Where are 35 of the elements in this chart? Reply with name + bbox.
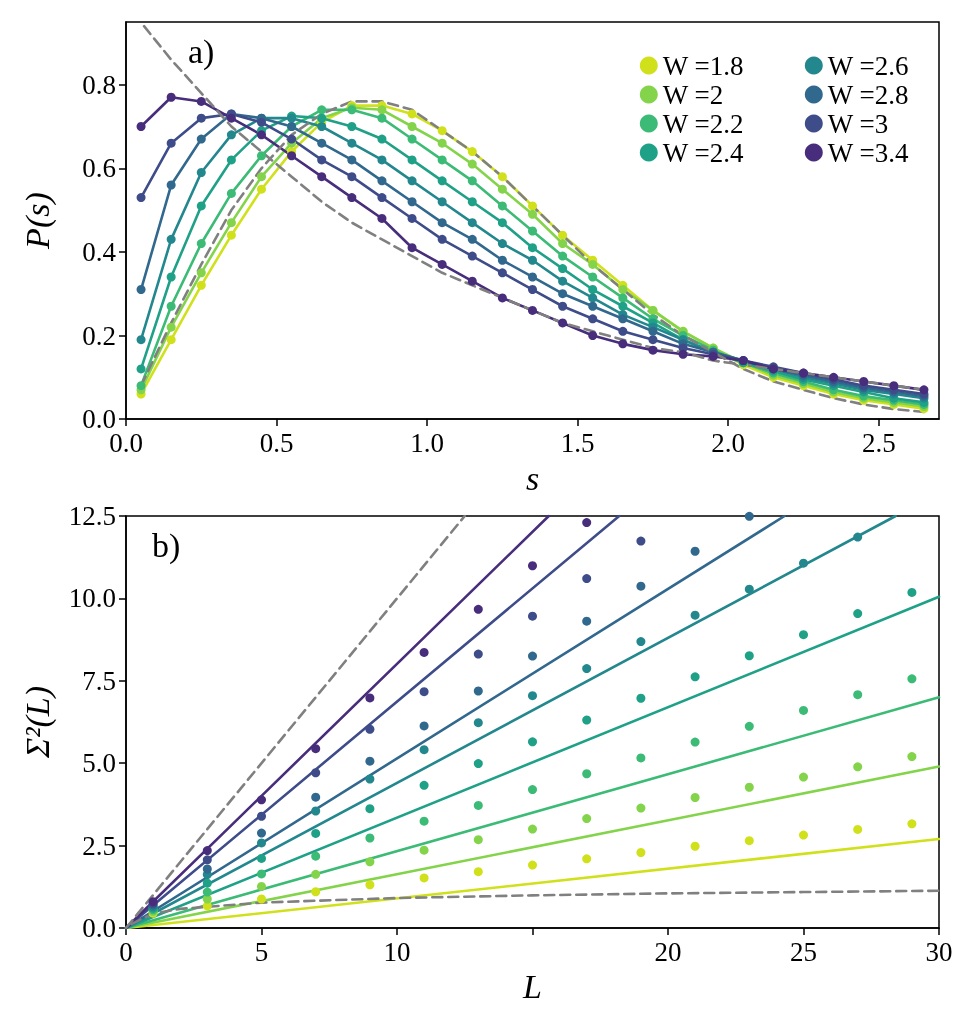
x-tick-label: 25 [790, 936, 817, 967]
y-tick-label: 2.5 [82, 830, 116, 861]
y-tick-label: 12.5 [68, 501, 116, 531]
y-tick-label: 0.2 [82, 320, 116, 351]
x-tick-label: 5 [254, 936, 269, 967]
x-tick-label: 30 [925, 936, 953, 967]
x-tick-label: 1.0 [410, 427, 444, 458]
legend-label: W =2 [662, 79, 724, 110]
x-axis-title: s [525, 459, 540, 497]
legend-label: W =2.8 [827, 79, 909, 110]
annotation: a) [188, 32, 215, 71]
legend-label: W =2.4 [662, 137, 745, 168]
legend-label: W =2.6 [827, 50, 909, 81]
x-axis-title: L [522, 968, 542, 1006]
x-tick-label: 2.0 [711, 427, 746, 458]
annotation: b) [152, 526, 181, 565]
y-tick-label: 0.0 [82, 913, 116, 943]
legend-label: W =2.2 [662, 108, 744, 139]
y-tick-label: 7.5 [82, 665, 116, 696]
y-tick-label: 5.0 [82, 748, 116, 779]
x-tick-label: 2.5 [861, 427, 896, 458]
y-tick-label: 10.0 [68, 583, 116, 614]
x-tick-label: 10 [383, 936, 411, 967]
y-tick-label: 0.4 [82, 236, 117, 267]
legend-label: W =1.8 [662, 50, 744, 81]
legend-label: W =3.4 [827, 137, 910, 168]
y-tick-label: 0.8 [82, 69, 116, 100]
y-axis-title: Σ²(L) [18, 686, 57, 759]
x-tick-label: 0 [119, 936, 133, 967]
x-tick-label: 0.5 [259, 427, 294, 458]
x-tick-label: 1.5 [560, 427, 595, 458]
legend-label: W =3 [827, 108, 889, 139]
x-tick-label: 20 [654, 936, 682, 967]
y-axis-title: P(s) [18, 192, 57, 250]
y-tick-label: 0.6 [82, 153, 116, 184]
